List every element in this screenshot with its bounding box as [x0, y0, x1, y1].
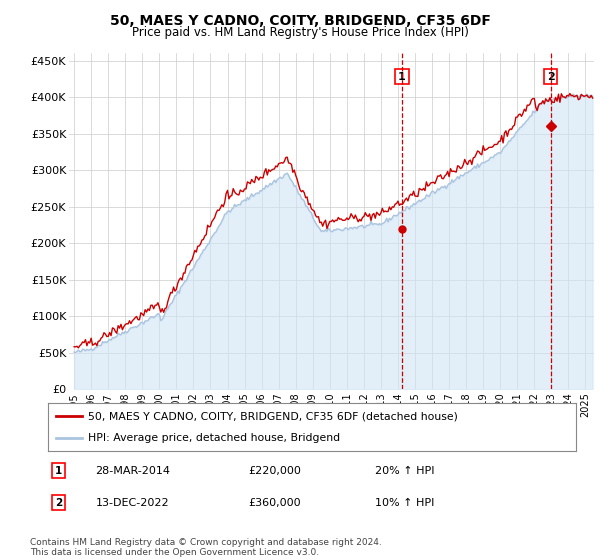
Text: 1: 1: [398, 72, 406, 82]
Text: 28-MAR-2014: 28-MAR-2014: [95, 465, 170, 475]
Text: 50, MAES Y CADNO, COITY, BRIDGEND, CF35 6DF (detached house): 50, MAES Y CADNO, COITY, BRIDGEND, CF35 …: [88, 411, 457, 421]
Text: 20% ↑ HPI: 20% ↑ HPI: [376, 465, 435, 475]
Text: 10% ↑ HPI: 10% ↑ HPI: [376, 498, 435, 508]
Text: £360,000: £360,000: [248, 498, 301, 508]
Text: 50, MAES Y CADNO, COITY, BRIDGEND, CF35 6DF: 50, MAES Y CADNO, COITY, BRIDGEND, CF35 …: [110, 14, 490, 28]
Text: £220,000: £220,000: [248, 465, 302, 475]
Text: Contains HM Land Registry data © Crown copyright and database right 2024.
This d: Contains HM Land Registry data © Crown c…: [30, 538, 382, 557]
Text: 2: 2: [547, 72, 554, 82]
Text: HPI: Average price, detached house, Bridgend: HPI: Average price, detached house, Brid…: [88, 433, 340, 443]
Text: 1: 1: [55, 465, 62, 475]
Text: 2: 2: [55, 498, 62, 508]
Text: 13-DEC-2022: 13-DEC-2022: [95, 498, 169, 508]
Text: Price paid vs. HM Land Registry's House Price Index (HPI): Price paid vs. HM Land Registry's House …: [131, 26, 469, 39]
